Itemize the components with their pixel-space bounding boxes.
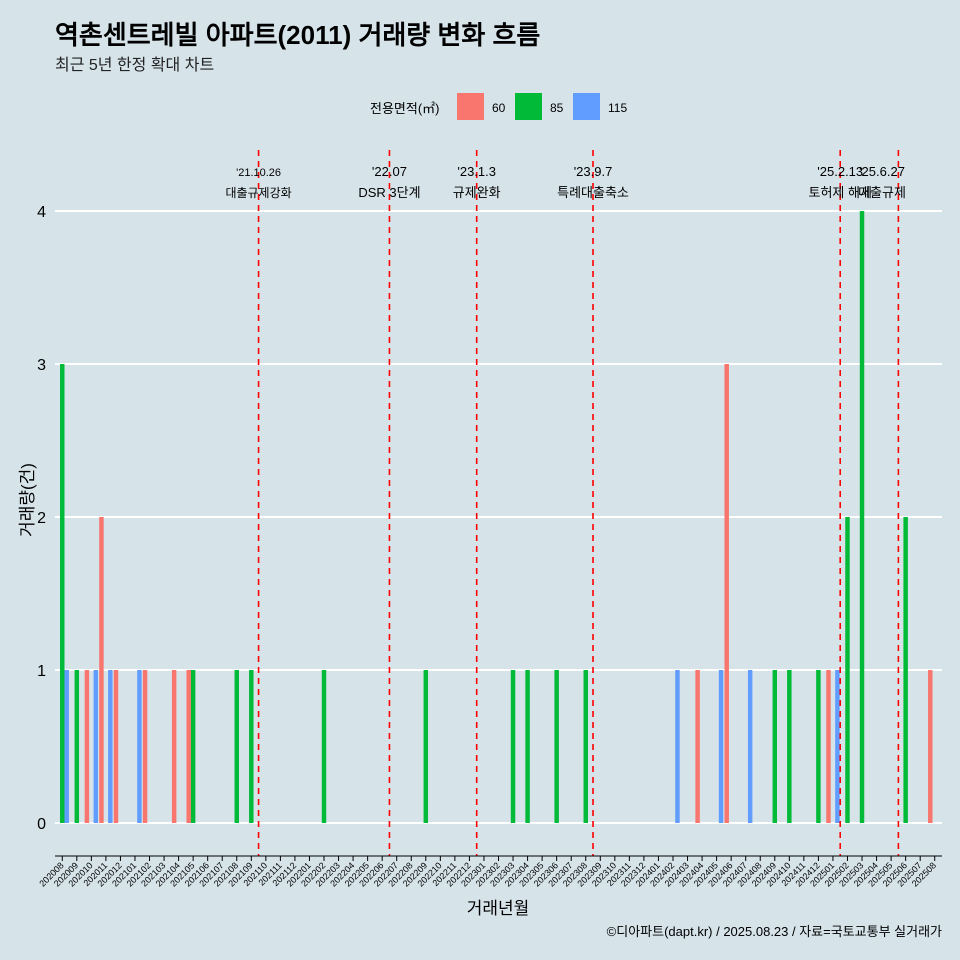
legend-swatch-60	[457, 93, 484, 120]
bar-60-202010	[84, 670, 90, 823]
caption: ©디아파트(dapt.kr) / 2025.08.23 / 자료=국토교통부 실…	[607, 924, 942, 939]
event-lines: '21.10.26 대출규제강화 '22.07 DSR 3단계 '23.1.3 규제완화 '…	[225, 150, 906, 856]
y-tick-label: 4	[37, 204, 46, 221]
legend-title: 전용면적(㎡)	[370, 101, 440, 116]
event-label-5: 대출규제	[858, 185, 906, 200]
event-label-2: 규제완화	[453, 185, 501, 200]
bar-60-202404	[695, 670, 700, 823]
x-axis-label: 거래년월	[467, 899, 530, 918]
legend-swatch-85	[515, 93, 542, 120]
bar-60-202406	[724, 364, 729, 823]
y-tick-label: 1	[37, 663, 46, 680]
bar-85-202304	[525, 670, 530, 823]
legend-swatch-115	[573, 93, 600, 120]
event-label-1: DSR 3단계	[358, 185, 420, 200]
bar-60-202105	[186, 670, 191, 823]
bar-115-202405	[718, 670, 724, 823]
legend: 전용면적(㎡) 60 85 115	[370, 93, 627, 120]
gridlines	[55, 210, 942, 824]
bar-60-202501	[826, 670, 831, 823]
event-date-4: '25.2.13	[817, 164, 863, 179]
event-date-5: '25.6.27	[859, 164, 905, 179]
bar-60-202011	[99, 517, 104, 823]
bar-85-202308	[583, 670, 588, 823]
bar-85-202008	[60, 364, 65, 823]
event-date-1: '22.07	[372, 164, 407, 179]
bar-85-202109	[249, 670, 254, 823]
bar-115-202501	[835, 670, 840, 823]
bar-115-202010	[93, 670, 99, 823]
bar-115-202101	[137, 670, 142, 823]
bars	[60, 211, 933, 823]
bar-115-202008	[64, 670, 69, 823]
bar-85-202306	[554, 670, 559, 823]
event-date-3: '23.9.7	[574, 164, 613, 179]
bar-85-202209	[423, 670, 429, 823]
y-tick-label: 0	[37, 816, 46, 833]
bar-85-202105	[190, 670, 196, 823]
legend-label-60: 60	[492, 101, 506, 115]
y-tick-label: 2	[37, 510, 46, 527]
bar-85-202202	[321, 670, 327, 823]
event-label-0: 대출규제강화	[225, 186, 291, 200]
chart-subtitle: 최근 5년 한정 확대 차트	[55, 56, 214, 74]
event-date-0: '21.10.26	[236, 167, 281, 179]
bar-60-202012	[113, 670, 119, 823]
bar-115-202402	[675, 670, 680, 823]
bar-85-202503	[859, 211, 865, 823]
bar-115-202011	[108, 670, 113, 823]
bar-85-202412	[816, 670, 821, 823]
event-label-4: 토허제 해제	[809, 185, 872, 200]
event-date-2: '23.1.3	[457, 164, 496, 179]
event-label-3: 특례대출축소	[557, 185, 629, 200]
bar-115-202407	[747, 670, 753, 823]
bar-85-202303	[510, 670, 516, 823]
bar-60-202102	[142, 670, 148, 823]
bar-85-202410	[787, 670, 792, 823]
bar-85-202502	[845, 517, 850, 823]
bar-85-202506	[903, 517, 908, 823]
bar-85-202409	[772, 670, 778, 823]
y-axis-label: 거래량(건)	[18, 463, 37, 537]
bar-60-202508	[928, 670, 933, 823]
bar-85-202009	[74, 670, 80, 823]
chart-title: 역촌센트레빌 아파트(2011) 거래량 변화 흐름	[55, 20, 540, 50]
legend-label-115: 115	[608, 101, 627, 115]
bar-60-202104	[171, 670, 177, 823]
y-tick-label: 3	[37, 357, 46, 374]
legend-label-85: 85	[550, 101, 564, 115]
bar-85-202108	[234, 670, 239, 823]
